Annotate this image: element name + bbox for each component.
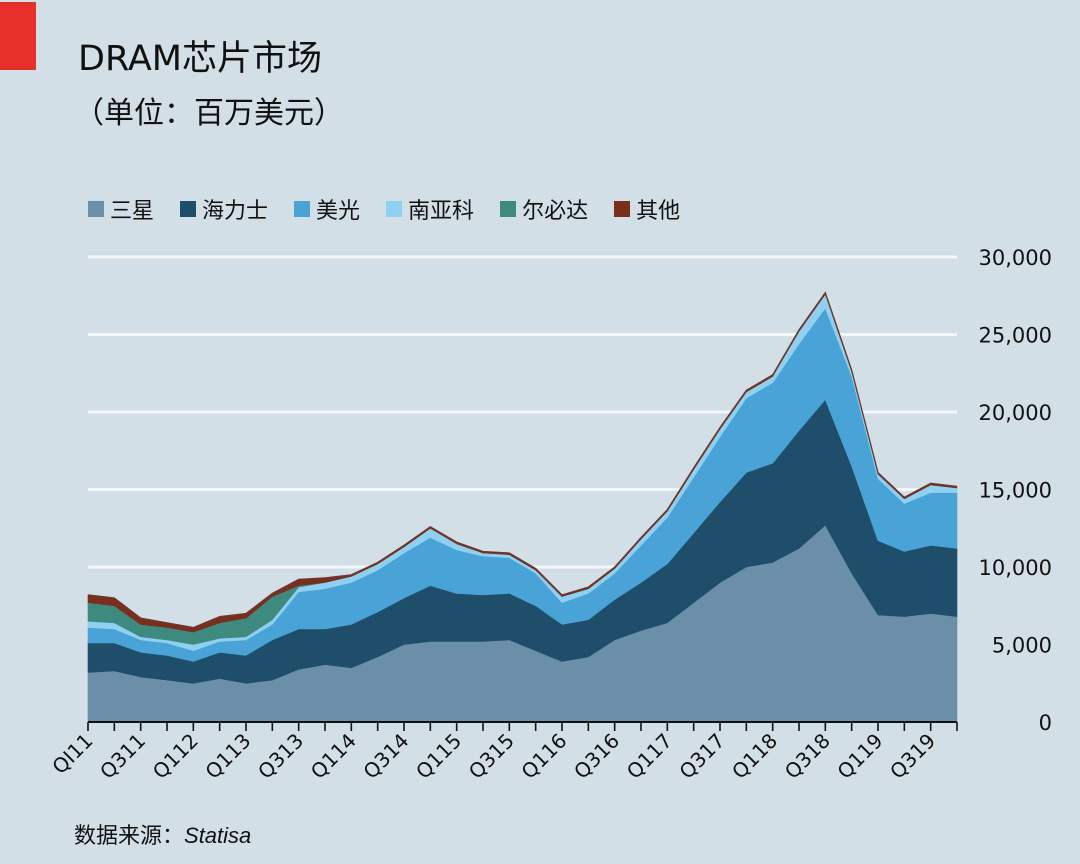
x-tick-label: Q314 xyxy=(358,729,413,784)
x-tick-label: Q115 xyxy=(411,729,466,784)
x-tick-label: QI11 xyxy=(47,729,97,779)
legend-swatch xyxy=(294,201,311,217)
legend-item-micron: 美光 xyxy=(294,193,360,225)
x-tick-label: Q316 xyxy=(569,729,624,784)
legend-item-samsung: 三星 xyxy=(88,193,154,225)
x-tick-label: Q113 xyxy=(200,729,255,784)
y-tick-label: 25,000 xyxy=(979,324,1052,348)
y-tick-label: 15,000 xyxy=(979,479,1052,503)
y-tick-label: 0 xyxy=(1039,711,1052,735)
x-tick-label: Q116 xyxy=(516,729,571,784)
red-accent-tag xyxy=(0,2,36,70)
legend-label: 美光 xyxy=(316,199,361,224)
legend: 三星 海力士 美光 南亚科 尔必达 其他 xyxy=(88,193,680,225)
x-tick-label: Q118 xyxy=(727,729,782,784)
y-tick-label: 5,000 xyxy=(992,634,1052,658)
source-note: 数据来源：Statisa xyxy=(74,818,251,850)
x-tick-label: Q119 xyxy=(832,729,887,784)
legend-item-elpida: 尔必达 xyxy=(500,193,588,225)
legend-label: 尔必达 xyxy=(522,199,589,224)
legend-swatch xyxy=(88,201,104,217)
x-tick-label: Q311 xyxy=(95,729,150,784)
x-tick-label: Q318 xyxy=(780,729,835,784)
x-tick-label: Q114 xyxy=(306,729,361,784)
legend-label: 其他 xyxy=(636,199,681,224)
legend-swatch xyxy=(386,201,403,217)
x-tick-label: Q315 xyxy=(464,729,519,784)
legend-swatch xyxy=(614,201,631,217)
legend-swatch xyxy=(500,201,517,217)
y-tick-label: 20,000 xyxy=(979,401,1052,425)
x-tick-label: Q317 xyxy=(674,729,729,784)
total-outline xyxy=(87,291,958,629)
x-tick-label: Q112 xyxy=(148,729,203,784)
x-tick-label: Q313 xyxy=(253,729,308,784)
source-name: Statisa xyxy=(184,823,252,848)
legend-label: 海力士 xyxy=(202,199,269,224)
chart-subtitle: （单位：百万美元） xyxy=(74,96,344,131)
y-tick-label: 30,000 xyxy=(979,246,1052,270)
source-label: 数据来源： xyxy=(74,824,185,849)
legend-item-nanya: 南亚科 xyxy=(386,193,474,225)
legend-item-other: 其他 xyxy=(614,193,680,225)
y-tick-label: 10,000 xyxy=(979,556,1052,580)
chart-title: DRAM芯片市场 xyxy=(78,39,322,79)
legend-label: 南亚科 xyxy=(408,199,475,224)
x-tick-label: Q117 xyxy=(622,729,677,784)
legend-swatch xyxy=(180,201,197,217)
legend-label: 三星 xyxy=(110,199,155,224)
x-tick-label: Q319 xyxy=(885,729,940,784)
legend-item-hynix: 海力士 xyxy=(180,193,268,225)
